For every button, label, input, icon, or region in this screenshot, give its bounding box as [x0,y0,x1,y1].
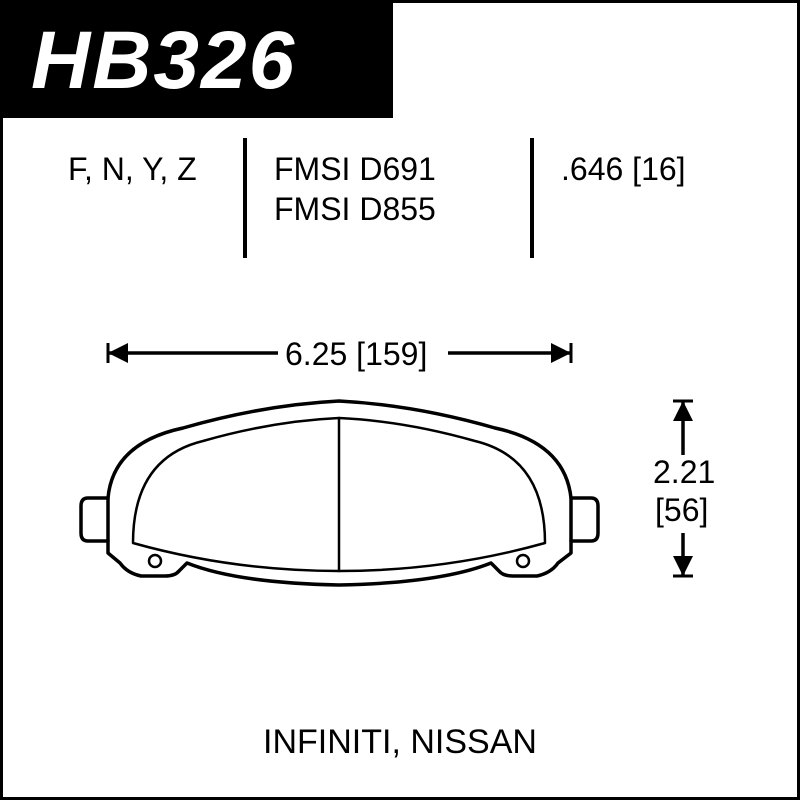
fmsi-code-2: FMSI D855 [274,191,436,228]
title-bar: HB326 [3,3,393,118]
height-value-mm: [56] [655,492,708,528]
header-divider-1 [243,138,247,258]
height-dimension: 2.21 [56] [647,401,757,576]
height-value-in: 2.21 [653,454,715,490]
pad-thickness: .646 [16] [561,151,686,188]
frame: HB326 F, N, Y, Z FMSI D691 FMSI D855 .64… [0,0,800,800]
part-number: HB326 [31,14,296,108]
compounds-list: F, N, Y, Z [68,151,197,188]
fmsi-code-1: FMSI D691 [274,151,436,188]
brake-pad-diagram: 6.25 [159] 2.21 [56] [3,283,800,783]
vehicle-fitment: INFINITI, NISSAN [3,723,797,762]
width-dimension: 6.25 [159] [108,331,571,375]
brake-pad-outline [81,401,598,585]
width-value: 6.25 [159] [285,336,427,372]
header-divider-2 [530,138,534,258]
